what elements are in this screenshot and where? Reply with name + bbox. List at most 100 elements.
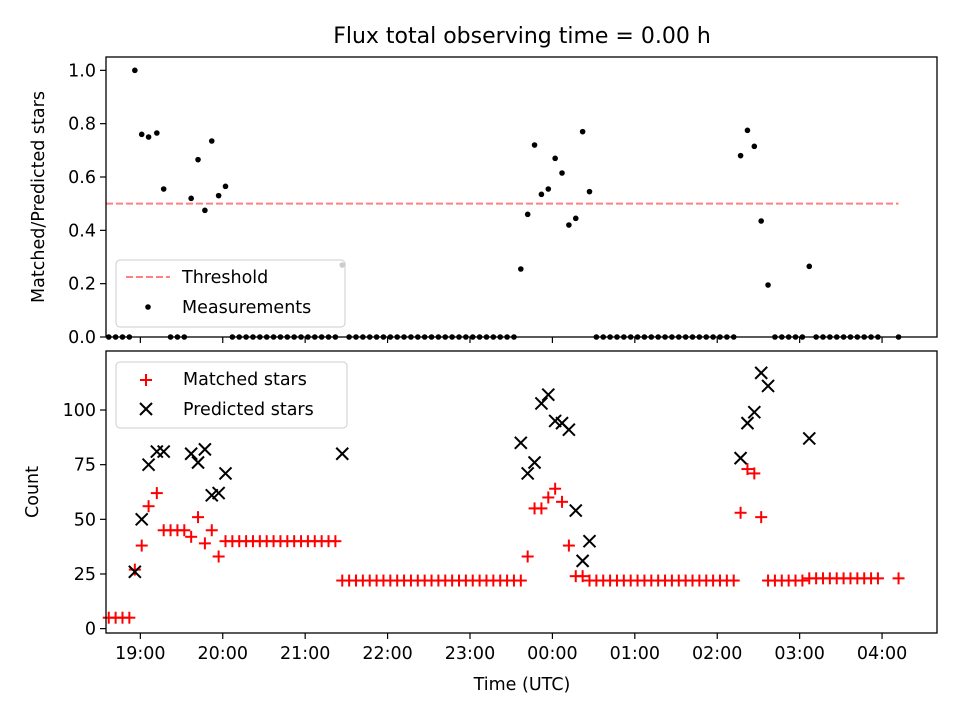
matched-point [150,487,163,500]
matched-point [727,574,740,587]
bottom-y-tick-label: 25 [74,565,96,585]
top-y-tick-label: 0.8 [68,115,96,135]
matched-point [535,502,548,515]
predicted-point [754,366,768,380]
bottom-y-tick-label: 50 [74,510,96,530]
bottom-y-tick-label: 75 [74,456,96,476]
x-tick-label: 01:00 [610,644,660,664]
predicted-point [184,447,198,461]
measurement-point [538,191,545,198]
x-tick-label: 03:00 [774,644,824,664]
measurement-point [552,155,558,162]
measurement-point [531,142,538,148]
top-y-tick-label: 0.6 [68,168,96,188]
measurement-point [806,263,813,270]
bottom-panel: 0 25 50 75 100 19:00 20:00 21:00 22:00 23:00 00:0… [23,350,938,695]
matched-point [576,570,589,583]
predicted-point [218,466,233,481]
matched-point [734,506,747,519]
predicted-point [802,431,816,446]
measurement-point [188,195,194,202]
bottom-y-axis-label: Count [23,466,43,518]
bottom-legend-box [115,361,348,429]
top-y-tick-label: 0.2 [68,275,96,295]
x-tick-label: 22:00 [362,644,412,664]
measurement-point [744,127,751,134]
top-panel: 0.0 0.2 0.4 0.6 0.8 1.0 Matched/Predicted sta… [29,56,938,348]
x-tick-label: 21:00 [280,644,330,664]
matched-point [755,511,768,524]
predicted-point [761,379,775,393]
matched-point [178,524,191,537]
bottom-panel-frame [105,350,938,634]
legend-label-measurements: Measurements [182,298,311,318]
top-y-tick-label: 0.0 [68,328,96,348]
measurement-point [160,186,167,192]
matched-legend-swatch [140,374,152,386]
matched-point [212,550,225,563]
predicted-point [211,486,226,500]
matched-point [123,611,136,624]
top-legend-box [115,259,346,328]
top-x-ticks [139,337,883,343]
x-tick-label: 04:00 [857,644,907,664]
predicted-point [747,405,762,419]
measurement-point [559,170,565,176]
legend-label-threshold: Threshold [181,268,268,288]
measurement-point [145,134,152,140]
measurement-point [132,67,138,74]
measurement-point [202,207,208,214]
matched-point [871,572,884,585]
predicted-point [569,503,583,518]
top-panel-frame [105,56,938,338]
predicted-point [582,534,597,548]
matched-point [748,467,761,480]
top-y-tick-label: 0.4 [68,221,96,241]
matched-point [562,539,575,552]
predicted-point [527,455,542,470]
matched-point [556,495,569,508]
predicted-point [335,447,349,461]
x-tick-label: 23:00 [445,644,495,664]
matched-point [329,535,342,548]
matched-point [192,511,205,524]
measurement-point [154,130,160,136]
top-panel-marks [105,67,902,340]
measurement-point [579,128,586,135]
legend-label-predicted: Predicted stars [183,400,314,420]
bottom-y-ticks: 0 25 50 75 100 [63,401,106,640]
predicted-point [575,554,590,568]
matched-point [521,550,534,563]
bottom-y-tick-label: 0 [85,620,96,640]
top-y-axis-label: Matched/Predicted stars [29,91,49,303]
bottom-legend: Matched stars Predicted stars [115,361,348,429]
measurement-point [765,282,771,288]
chart-title: Flux total observing time = 0.00 h [333,24,711,49]
predicted-point [740,416,755,430]
measurement-point [751,143,758,150]
predicted-point [191,455,205,470]
measurement-point [737,152,744,159]
bottom-x-ticks: 19:00 20:00 21:00 22:00 23:00 00:00 01:00 02:00… [115,633,907,664]
predicted-point [135,512,149,527]
x-axis-label: Time (UTC) [473,675,571,695]
predicted-point [141,457,156,472]
bottom-y-tick-label: 100 [63,401,96,421]
measurement-point [524,211,531,218]
matched-point [892,572,905,585]
legend-label-matched: Matched stars [183,370,307,390]
top-legend: Threshold Measurements [115,259,346,328]
matched-point [198,537,211,550]
predicted-point [562,422,576,437]
predicted-point [541,388,555,402]
measurement-point [586,188,593,195]
measurement-point [758,218,764,224]
matched-point [142,500,155,513]
predicted-point [198,442,212,457]
top-y-tick-label: 1.0 [68,61,96,81]
measurement-point [138,131,145,138]
matched-point [128,563,141,576]
predicted-point [534,396,549,411]
matched-point [796,574,809,587]
